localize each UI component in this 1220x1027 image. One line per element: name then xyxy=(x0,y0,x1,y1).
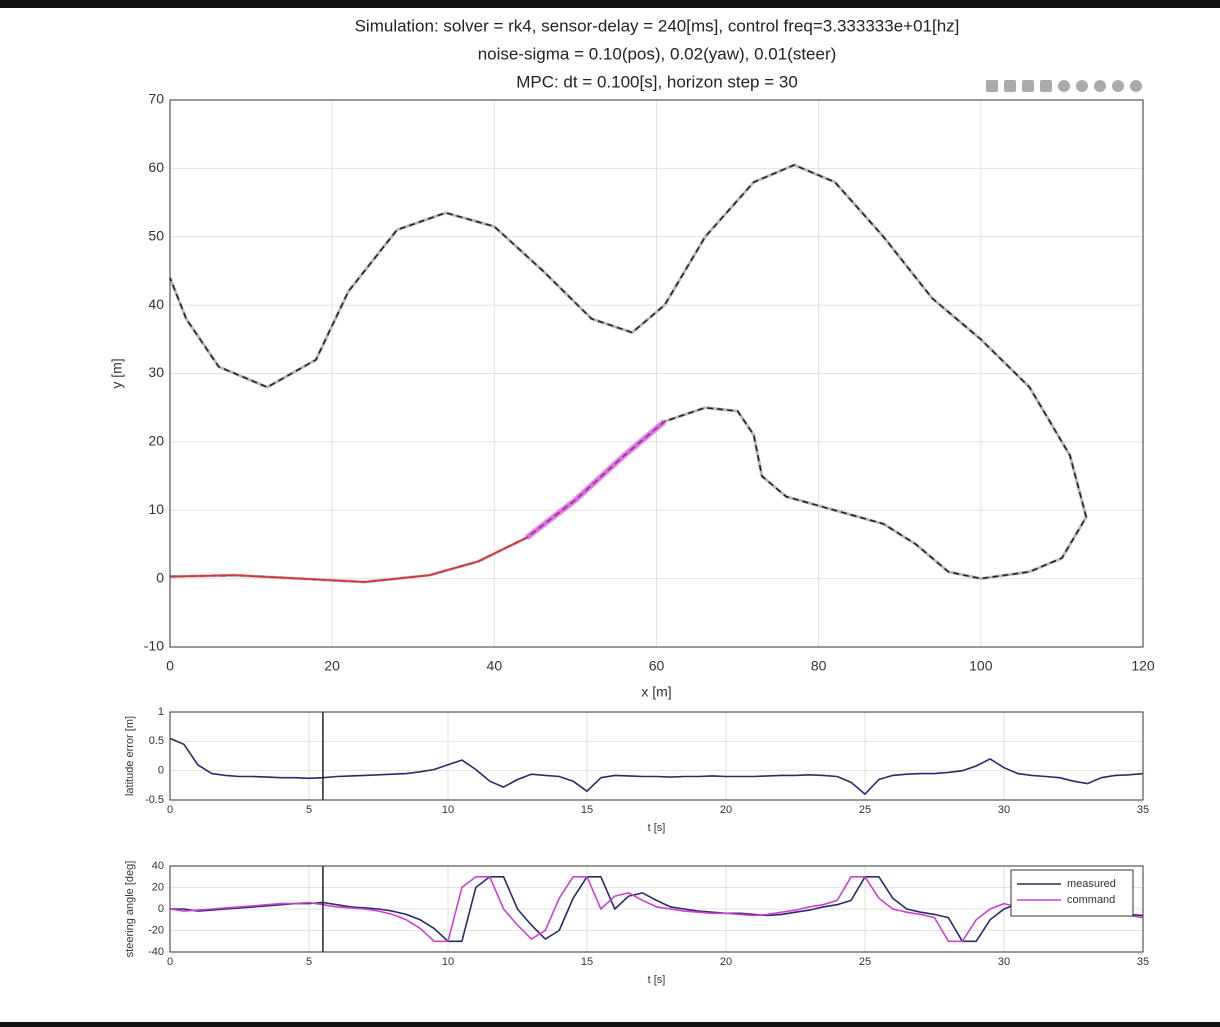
legend-box xyxy=(1010,869,1134,917)
y-tick-label: -40 xyxy=(148,946,164,958)
tool-icon[interactable] xyxy=(1076,80,1088,92)
y-tick-label: 1 xyxy=(158,706,164,718)
chart-title: MPC: dt = 0.100[s], horizon step = 30 xyxy=(516,72,798,91)
tool-icon[interactable] xyxy=(1058,80,1070,92)
tool-icon[interactable] xyxy=(1040,80,1052,92)
toolbar xyxy=(986,80,1142,92)
tool-icon[interactable] xyxy=(986,80,998,92)
x-tick-label: 15 xyxy=(581,804,593,816)
axes-frame xyxy=(169,711,1144,801)
axes-frame xyxy=(169,865,1144,953)
x-axis-label: x [m] xyxy=(641,684,671,700)
y-tick-label: 60 xyxy=(148,159,164,175)
x-tick-label: 120 xyxy=(1131,658,1155,674)
x-tick-label: 35 xyxy=(1137,956,1149,968)
x-tick-label: 30 xyxy=(998,956,1010,968)
tool-icon[interactable] xyxy=(1112,80,1124,92)
x-tick-label: 100 xyxy=(969,658,993,674)
legend-label: measured xyxy=(1067,878,1116,890)
axes-frame xyxy=(169,99,1144,648)
y-tick-label: 0.5 xyxy=(149,735,164,747)
tool-icon[interactable] xyxy=(1004,80,1016,92)
y-tick-label: 0 xyxy=(158,765,164,777)
x-tick-label: 10 xyxy=(442,956,454,968)
x-tick-label: 25 xyxy=(859,804,871,816)
series-line xyxy=(169,164,1087,583)
series-line xyxy=(169,875,1144,943)
x-tick-label: 0 xyxy=(167,804,173,816)
y-tick-label: 0 xyxy=(156,569,164,585)
y-tick-label: 70 xyxy=(148,91,164,107)
x-tick-label: 20 xyxy=(720,804,732,816)
x-tick-label: 5 xyxy=(306,804,312,816)
x-tick-label: 25 xyxy=(859,956,871,968)
x-axis-label: t [s] xyxy=(648,974,666,986)
y-tick-label: 0 xyxy=(158,903,164,915)
tool-icon[interactable] xyxy=(1130,80,1142,92)
x-tick-label: 35 xyxy=(1137,804,1149,816)
y-tick-label: 40 xyxy=(148,296,164,312)
y-axis-label: y [m] xyxy=(109,358,125,388)
y-tick-label: 20 xyxy=(148,433,164,449)
series-line xyxy=(169,737,1144,795)
y-tick-label: -20 xyxy=(148,924,164,936)
x-tick-label: 30 xyxy=(998,804,1010,816)
y-tick-label: 30 xyxy=(148,364,164,380)
series-line xyxy=(170,875,1144,943)
y-tick-label: 50 xyxy=(148,227,164,243)
x-tick-label: 10 xyxy=(442,804,454,816)
x-tick-label: 5 xyxy=(306,956,312,968)
x-tick-label: 80 xyxy=(811,658,827,674)
x-tick-label: 20 xyxy=(720,956,732,968)
x-tick-label: 0 xyxy=(166,658,174,674)
chart-title: noise-sigma = 0.10(pos), 0.02(yaw), 0.01… xyxy=(478,44,837,63)
x-tick-label: 0 xyxy=(167,956,173,968)
series-line xyxy=(169,536,528,583)
tool-icon[interactable] xyxy=(1094,80,1106,92)
y-tick-label: -10 xyxy=(144,638,164,654)
x-tick-label: 20 xyxy=(324,658,340,674)
x-tick-label: 60 xyxy=(649,658,665,674)
y-tick-label: 40 xyxy=(152,860,164,872)
y-tick-label: -0.5 xyxy=(145,794,164,806)
y-tick-label: 10 xyxy=(148,501,164,517)
bottom-bar xyxy=(0,1022,1220,1027)
legend-label: command xyxy=(1067,894,1115,906)
tool-icon[interactable] xyxy=(1022,80,1034,92)
y-axis-label: latitude error [m] xyxy=(124,716,136,796)
plot-area xyxy=(170,712,1143,800)
top-bar xyxy=(0,0,1220,8)
chart-title: Simulation: solver = rk4, sensor-delay =… xyxy=(355,16,960,35)
y-tick-label: 20 xyxy=(152,881,164,893)
x-tick-label: 40 xyxy=(487,658,503,674)
x-tick-label: 15 xyxy=(581,956,593,968)
x-axis-label: t [s] xyxy=(648,822,666,834)
y-axis-label: steering angle [deg] xyxy=(124,861,136,958)
series-line xyxy=(524,419,667,540)
